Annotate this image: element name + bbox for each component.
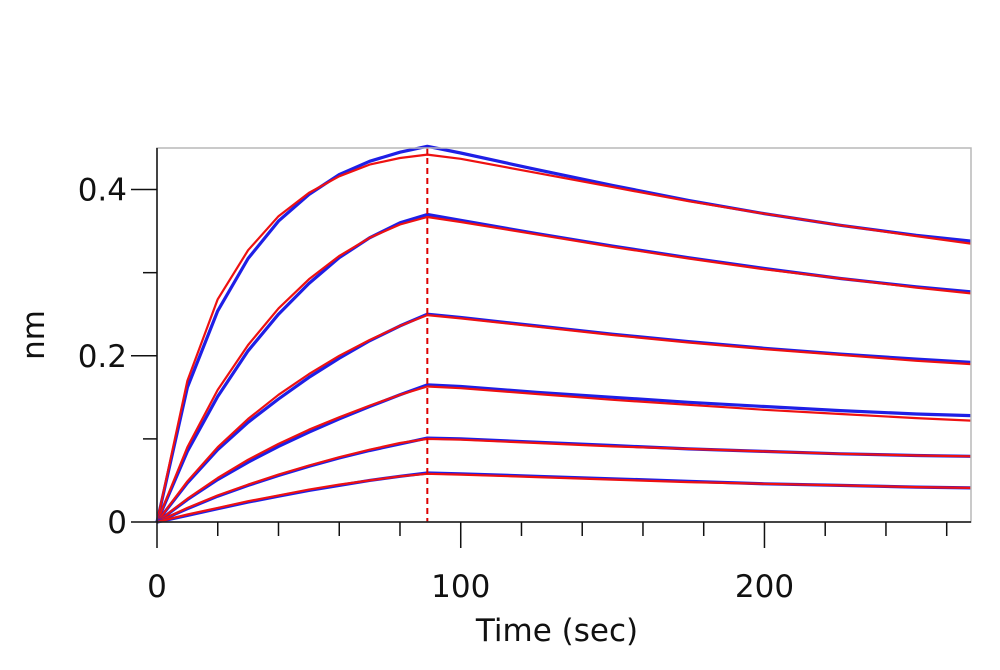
fit-curve-5 <box>156 437 972 523</box>
y-tick-label: 0.2 <box>78 339 127 375</box>
fit-curve-1 <box>155 153 972 523</box>
plot-area <box>155 144 972 524</box>
x-axis-title: Time (sec) <box>475 613 638 649</box>
fit-curve-3 <box>156 314 972 523</box>
x-tick-label: 100 <box>431 569 490 605</box>
y-tick-label: 0 <box>107 505 127 541</box>
fit-curve-4 <box>156 385 972 523</box>
y-tick-label: 0.4 <box>78 173 127 209</box>
fit-curve-6 <box>156 472 972 524</box>
x-tick-label: 200 <box>735 569 794 605</box>
x-tick-label: 0 <box>147 569 167 605</box>
y-axis-title: nm <box>16 310 52 360</box>
axes: 0 0.2 0.4 0 100 200 <box>78 148 971 605</box>
fit-curve-2 <box>155 215 972 523</box>
